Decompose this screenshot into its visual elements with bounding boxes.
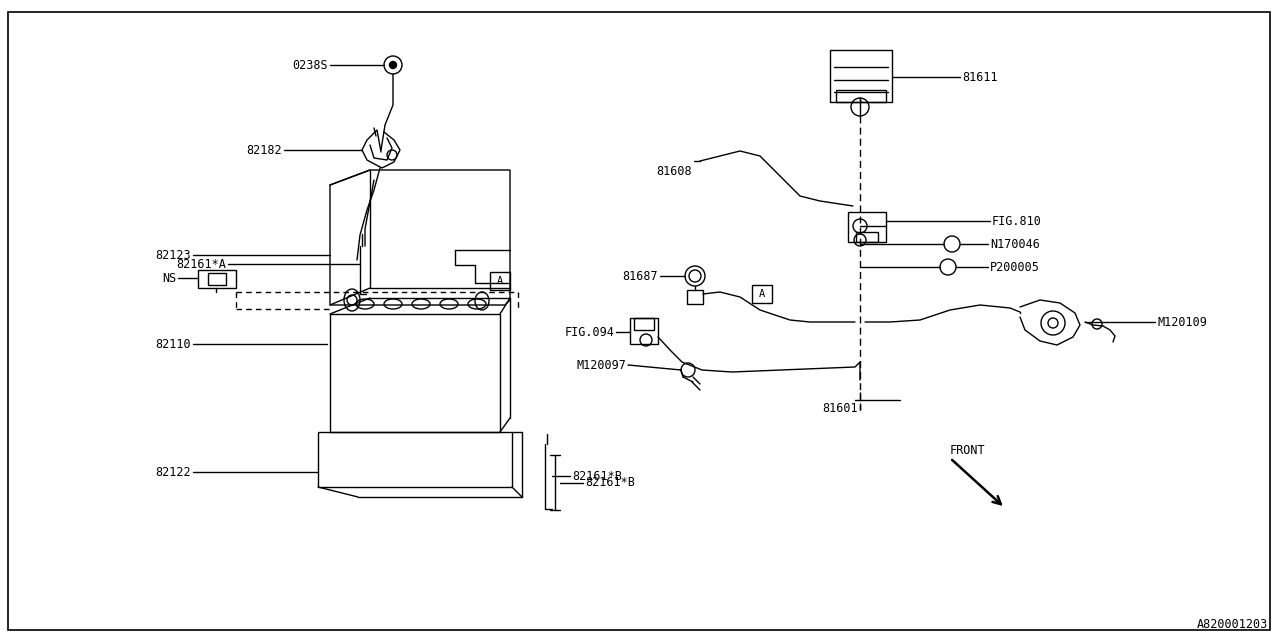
Text: 82122: 82122 [155,465,191,479]
Bar [849,212,886,242]
Text: M120097: M120097 [576,358,626,371]
Text: 81687: 81687 [622,269,658,282]
Text: FIG.810: FIG.810 [992,214,1042,227]
Text: 82182: 82182 [246,143,282,157]
Text: M120109: M120109 [1157,316,1207,328]
Bar [317,432,512,487]
Text: A: A [759,289,765,299]
Bar [829,50,892,102]
Text: 82123: 82123 [155,248,191,262]
Text: P200005: P200005 [989,260,1039,273]
Bar [687,290,703,304]
Bar [198,270,236,288]
Text: 82161*A: 82161*A [177,257,227,271]
Bar [836,90,886,102]
Text: 81601: 81601 [822,401,858,415]
Bar [856,232,878,242]
Text: 0238S: 0238S [292,58,328,72]
Text: 81611: 81611 [963,70,997,83]
Text: 82161*B: 82161*B [572,470,622,483]
Circle shape [389,61,397,68]
Text: 82161*B: 82161*B [585,477,635,490]
Bar [753,285,772,303]
Bar [490,272,509,290]
Text: NS: NS [161,271,177,285]
Text: A820001203: A820001203 [1197,618,1268,630]
Bar [630,318,658,344]
Text: 81608: 81608 [657,164,692,177]
Text: FRONT: FRONT [950,444,986,456]
Bar [209,273,227,285]
Bar [634,318,654,330]
Bar [330,314,500,432]
Text: N170046: N170046 [989,237,1039,250]
Text: FIG.094: FIG.094 [564,326,614,339]
Text: 82110: 82110 [155,337,191,351]
Text: A: A [497,276,503,286]
